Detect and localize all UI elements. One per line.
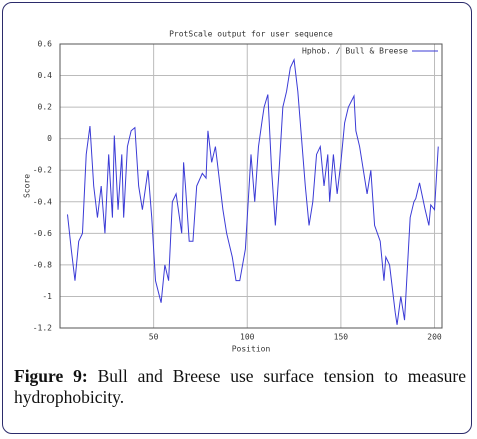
y-axis-label: Score [23,174,32,198]
caption-text: Bull and Breese use surface tension to m… [14,366,466,407]
x-tick-label: 200 [427,333,442,342]
caption: Figure 9: Bull and Breese use surface te… [14,366,466,408]
chart: ProtScale output for user sequence Posit… [23,30,443,354]
y-tick-label: 0.2 [38,103,53,112]
y-tick-label: 0.4 [38,71,53,80]
y-tick-label: -0.8 [33,260,52,269]
y-tick-label: -0.6 [33,229,52,238]
x-tick-label: 150 [334,333,349,342]
chart-title: ProtScale output for user sequence [169,30,333,39]
y-tick-label: 0.6 [38,40,53,49]
legend-label: Hphob. / Bull & Breese [302,47,408,56]
y-tick-label: -1.2 [33,324,52,333]
plot-border [59,43,443,329]
y-tick-label: 0 [47,134,52,143]
caption-label: Figure 9: [14,366,88,386]
x-axis-label: Position [232,345,271,354]
y-tick-label: -0.4 [33,197,52,206]
data-line [66,57,439,325]
x-tick-label: 50 [149,333,159,342]
x-tick-label: 100 [240,333,255,342]
figure-frame [2,2,472,434]
y-tick-label: -1 [42,292,52,301]
y-tick-label: -0.2 [33,166,52,175]
